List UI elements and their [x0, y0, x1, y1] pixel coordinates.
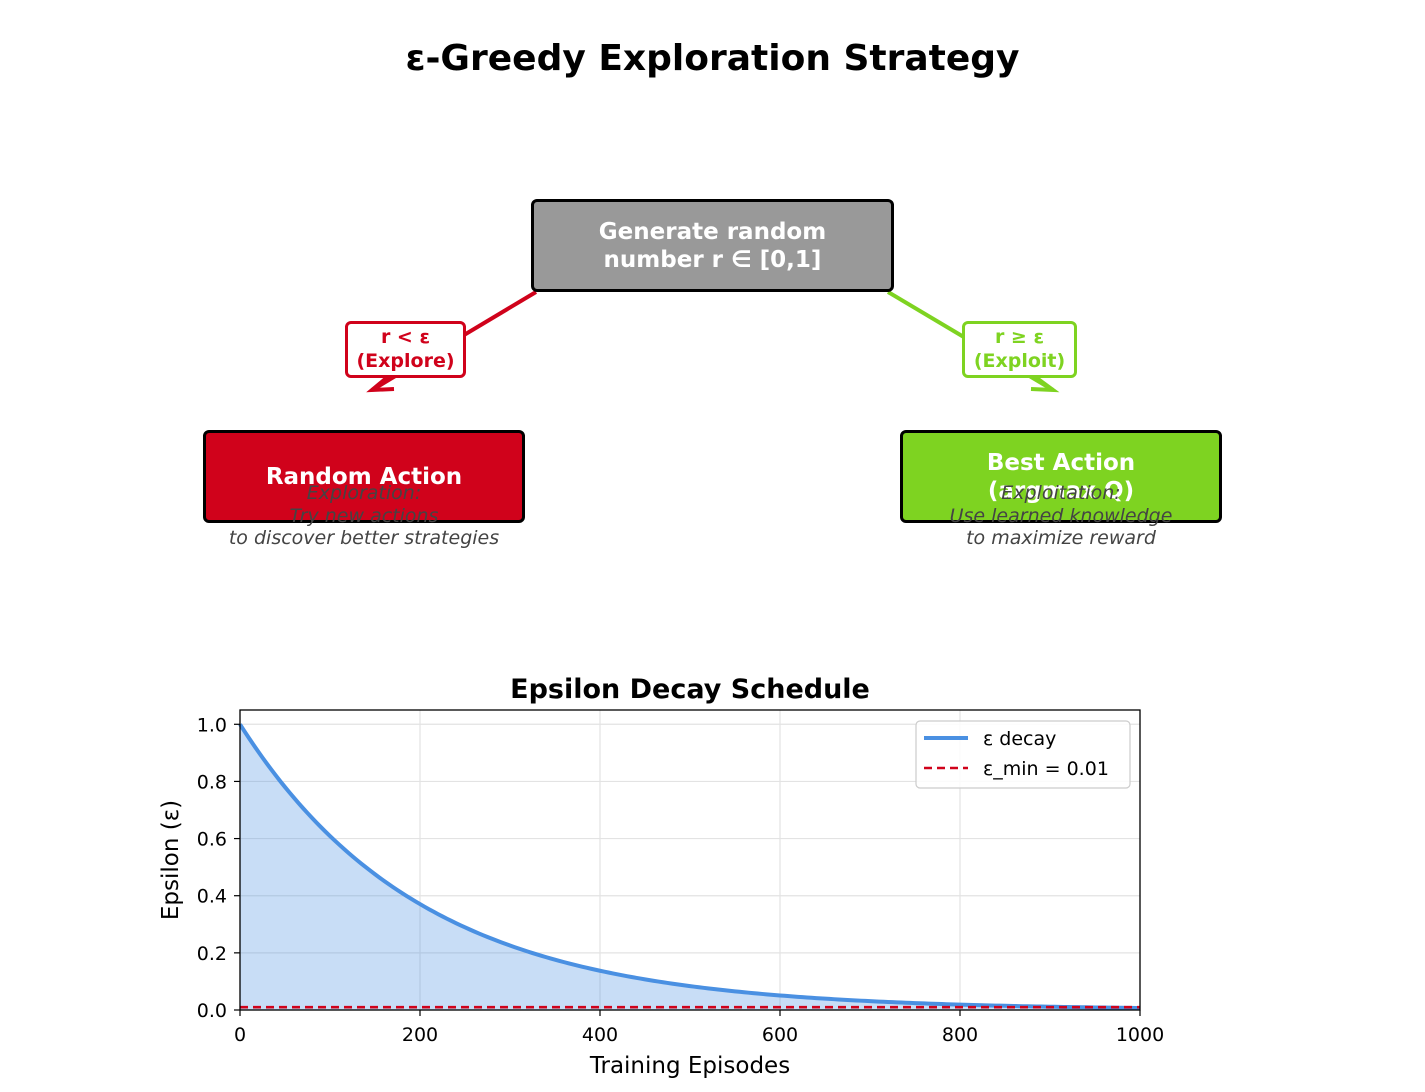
epsilon-decay-chart: Epsilon Decay Schedule 0 200 400 600 800 1000…	[158, 674, 1164, 1079]
y-axis-label: Epsilon (ε)	[158, 800, 184, 920]
exploit-condition-label: r ≥ ε (Exploit)	[962, 321, 1077, 378]
best-action-line1: Best Action	[986, 449, 1136, 476]
page-title: ε-Greedy Exploration Strategy	[405, 38, 1020, 79]
legend-decay-label: ε decay	[983, 728, 1056, 750]
legend-min-label: ε_min = 0.01	[983, 758, 1109, 780]
x-tick-label: 800	[942, 1024, 978, 1046]
x-axis-label: Training Episodes	[589, 1053, 790, 1079]
explore-condition-line2: (Explore)	[356, 350, 455, 372]
generate-random-box: Generate random number r ∈ [0,1]	[531, 199, 894, 292]
x-tick-label: 400	[582, 1024, 618, 1046]
random-action-label: Random Action	[265, 463, 463, 490]
generate-random-line2: number r ∈ [0,1]	[603, 246, 822, 273]
exploitation-note: Exploitation: Use learned knowledge to m…	[881, 482, 1241, 550]
explore-condition-line1: r < ε	[380, 326, 431, 348]
legend-box	[915, 720, 1131, 789]
exploit-condition-line1: r ≥ ε	[994, 326, 1045, 348]
plot-frame	[239, 709, 1141, 1011]
chart-plot-area	[238, 723, 1141, 1010]
x-tick-label: 200	[402, 1024, 438, 1046]
best-action-box: Best Action (argmax Q)	[900, 430, 1222, 523]
y-tick-label: 0.8	[197, 771, 227, 793]
explore-condition-label: r < ε (Explore)	[345, 321, 466, 378]
y-tick-label: 1.0	[197, 714, 227, 736]
exploration-note: Exploration: Try new actions to discover…	[184, 482, 544, 550]
exploration-note-line3: to discover better strategies	[228, 527, 500, 549]
x-tick-label: 0	[234, 1024, 246, 1046]
chart-legend: ε decay ε_min = 0.01	[915, 720, 1131, 789]
exploration-note-line1: Exploration:	[306, 482, 422, 504]
y-tick-label: 0.0	[197, 1000, 227, 1022]
x-tick-label: 600	[762, 1024, 798, 1046]
y-tick-label: 0.4	[197, 886, 227, 908]
random-action-box: Random Action	[203, 430, 525, 523]
decay-area-fill	[240, 724, 1140, 1010]
exploitation-note-line1: Exploitation:	[1001, 482, 1121, 504]
exploitation-note-line2: Use learned knowledge	[949, 504, 1173, 527]
chart-ticks: 0 200 400 600 800 1000 0.0 0.2 0.4 0.6 0.8 1.0	[197, 714, 1164, 1046]
best-action-line2: (argmax Q)	[987, 477, 1135, 504]
y-tick-label: 0.2	[197, 943, 227, 965]
chart-title: Epsilon Decay Schedule	[510, 674, 870, 705]
y-tick-label: 0.6	[197, 829, 227, 851]
exploration-note-line2: Try new actions	[289, 504, 439, 527]
exploitation-note-line3: to maximize reward	[966, 527, 1156, 549]
x-tick-label: 1000	[1116, 1024, 1164, 1046]
generate-random-line1: Generate random	[598, 218, 827, 245]
decay-curve	[238, 723, 1141, 1010]
exploit-condition-line2: (Exploit)	[973, 350, 1066, 372]
